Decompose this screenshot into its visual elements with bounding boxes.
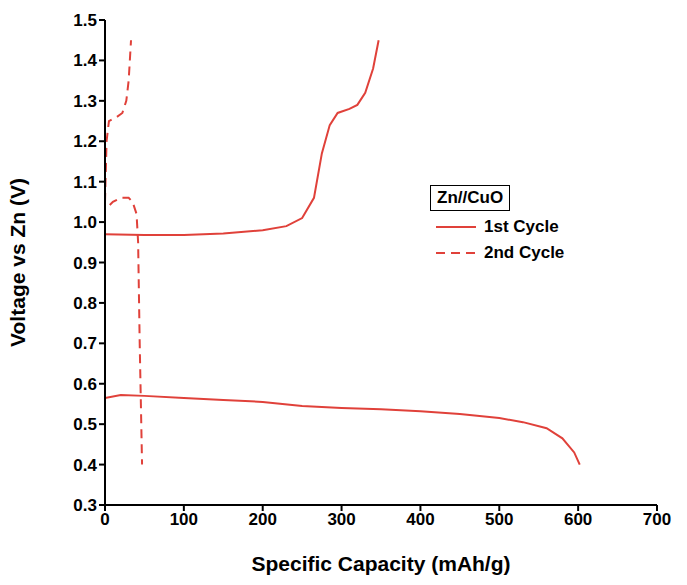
svg-text:1.0: 1.0 (73, 213, 97, 232)
svg-text:100: 100 (170, 510, 198, 529)
svg-text:400: 400 (406, 510, 434, 529)
svg-text:300: 300 (327, 510, 355, 529)
svg-text:1.4: 1.4 (73, 51, 97, 70)
svg-text:0.9: 0.9 (73, 254, 97, 273)
svg-text:1.5: 1.5 (73, 11, 97, 30)
svg-text:0.3: 0.3 (73, 496, 97, 515)
html-text:Zn//CuO: Zn//CuO (437, 188, 504, 207)
svg-text:0.7: 0.7 (73, 334, 97, 353)
html-text:2nd Cycle: 2nd Cycle (484, 243, 565, 262)
svg-text:0: 0 (100, 510, 109, 529)
html-text:1st Cycle: 1st Cycle (484, 217, 559, 236)
svg-text:1.3: 1.3 (73, 92, 97, 111)
svg-text:1.2: 1.2 (73, 132, 97, 151)
svg-text:0.4: 0.4 (73, 456, 97, 475)
svg-text:1.1: 1.1 (73, 173, 97, 192)
svg-text:500: 500 (485, 510, 513, 529)
svg-text:600: 600 (564, 510, 592, 529)
svg-text:200: 200 (249, 510, 277, 529)
svg-text:0.8: 0.8 (73, 294, 97, 313)
svg-text:700: 700 (643, 510, 671, 529)
svg-text:Specific Capacity (mAh/g): Specific Capacity (mAh/g) (251, 552, 510, 575)
svg-text:Voltage vs Zn (V): Voltage vs Zn (V) (6, 178, 29, 347)
svg-text:0.5: 0.5 (73, 415, 97, 434)
svg-text:0.6: 0.6 (73, 375, 97, 394)
